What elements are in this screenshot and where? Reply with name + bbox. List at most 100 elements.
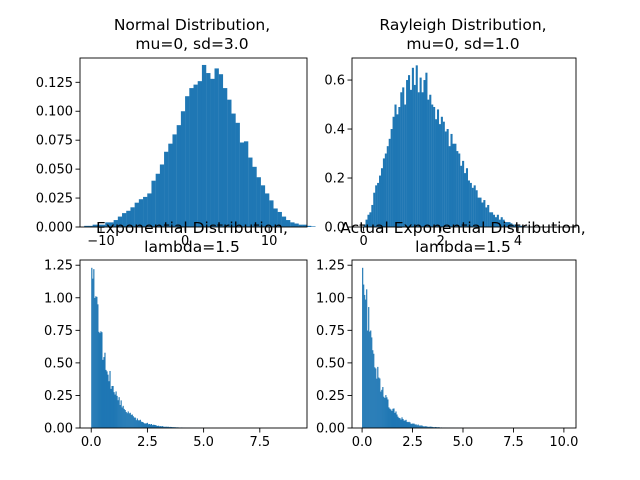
histogram-bar	[413, 84, 416, 227]
histogram-bar	[430, 426, 432, 428]
histogram-bar	[403, 420, 405, 428]
histogram-bar	[377, 366, 379, 428]
histogram-bar	[492, 214, 496, 227]
histogram-bar	[514, 224, 517, 227]
panel-actual-exponential-ticks: 0.0 2.5 5.0 7.5 10.0 0.00 0.25 0.50 0.75 1.00 1.25	[316, 259, 578, 450]
y-tick-label: 0.4	[324, 123, 345, 138]
x-tick-label: 0	[359, 234, 367, 249]
panel-rayleigh-title-line1: Rayleigh Distribution,	[379, 16, 546, 34]
histogram-bar	[506, 222, 509, 227]
histogram-bar	[169, 427, 171, 428]
histogram-bar	[122, 405, 124, 428]
histogram-bar	[126, 413, 128, 428]
histogram-bar	[93, 269, 95, 428]
histogram-bar	[116, 395, 118, 428]
histogram-bar	[431, 104, 434, 227]
histogram-bar	[148, 423, 151, 428]
histogram-bar	[94, 297, 96, 428]
histogram-bar	[159, 426, 161, 428]
histogram-bar	[92, 278, 94, 428]
panel-rayleigh-title-line2: mu=0, sd=1.0	[406, 35, 519, 53]
panel-exponential-title-line1: Exponential Distribution,	[96, 219, 288, 237]
histogram-bar	[302, 224, 308, 227]
histogram-bar	[92, 224, 97, 227]
histogram-bar	[168, 426, 170, 428]
x-tick-label: 10.0	[549, 435, 578, 450]
histogram-bar	[520, 225, 523, 227]
histogram-bar	[110, 388, 112, 428]
histogram-bar	[252, 166, 257, 227]
histogram-bar	[433, 106, 436, 227]
histogram-bar	[117, 400, 119, 428]
panel-normal-bars	[84, 64, 316, 228]
histogram-bar	[239, 142, 245, 227]
histogram-bar	[379, 175, 382, 227]
y-tick-label: 0.2	[324, 172, 345, 187]
histogram-bar	[494, 217, 497, 227]
histogram-bar	[426, 426, 428, 428]
histogram-bar	[467, 180, 470, 227]
histogram-bar	[371, 204, 374, 227]
histogram-bar	[395, 411, 397, 428]
histogram-bar	[491, 212, 494, 227]
x-tick-label: 2.5	[137, 435, 158, 450]
histogram-bar	[389, 408, 391, 428]
histogram-bar	[84, 225, 89, 227]
x-tick-label: 2.5	[402, 435, 423, 450]
histogram-bar	[428, 426, 430, 428]
histogram-bar	[206, 73, 211, 227]
x-tick-label: 4	[514, 234, 522, 249]
histogram-bar	[429, 94, 432, 228]
x-tick-label: 10	[261, 234, 278, 249]
panel-exponential-ticks: 0.0 2.5 5.0 7.5 0.00 0.25 0.50 0.75 1.00 1.25	[44, 259, 270, 450]
histogram-bar	[398, 106, 401, 227]
histogram-bar	[420, 425, 422, 428]
y-tick-label: 0.125	[36, 76, 73, 91]
histogram-bar	[101, 224, 106, 227]
histogram-bar	[462, 160, 465, 227]
histogram-bar	[396, 114, 399, 227]
histogram-bar	[294, 223, 299, 227]
histogram-bar	[471, 187, 474, 227]
histogram-bar	[130, 414, 132, 428]
histogram-bar	[145, 423, 148, 428]
histogram-bar	[379, 378, 381, 428]
histogram-bar	[518, 225, 521, 227]
histogram-bar	[164, 426, 166, 428]
histogram-bar	[369, 212, 372, 227]
histogram-bar	[435, 119, 438, 227]
histogram-bar	[140, 421, 142, 428]
histogram-bar	[386, 146, 389, 227]
histogram-bar	[487, 204, 490, 227]
panel-actual-exponential-bars	[362, 267, 507, 428]
histogram-bar	[427, 426, 429, 428]
histogram-bar	[425, 426, 427, 428]
panel-rayleigh-ticks: 0 2 4 0.0 0.2 0.4 0.6	[324, 74, 522, 249]
histogram-bar	[363, 224, 366, 227]
histogram-bar	[521, 226, 525, 227]
histogram-bar	[372, 350, 374, 428]
histogram-bar	[388, 138, 391, 227]
panel-exponential-frame	[79, 259, 308, 429]
histogram-bar	[378, 377, 380, 428]
histogram-bar	[122, 213, 127, 227]
histogram-bar	[166, 426, 168, 428]
histogram-bar	[124, 410, 126, 428]
y-tick-label: 0.25	[44, 389, 73, 404]
histogram-bar	[363, 284, 365, 428]
histogram-bar	[496, 214, 499, 227]
histogram-bar	[407, 422, 409, 428]
histogram-bar	[387, 399, 389, 428]
panel-actual-exponential: Actual Exponential Distribution, lambda=…	[316, 219, 586, 450]
histogram-bar	[367, 330, 369, 428]
histogram-bar	[214, 68, 219, 227]
histogram-bar	[112, 385, 114, 428]
histogram-bar	[368, 307, 370, 428]
histogram-bar	[163, 426, 165, 428]
histogram-bar	[411, 67, 414, 227]
y-tick-label: 0.75	[44, 324, 73, 339]
y-tick-label: 0.075	[36, 134, 73, 149]
panel-normal: Normal Distribution, mu=0, sd=3.0 −10 0 10…	[36, 16, 316, 249]
histogram-bar	[161, 426, 163, 428]
